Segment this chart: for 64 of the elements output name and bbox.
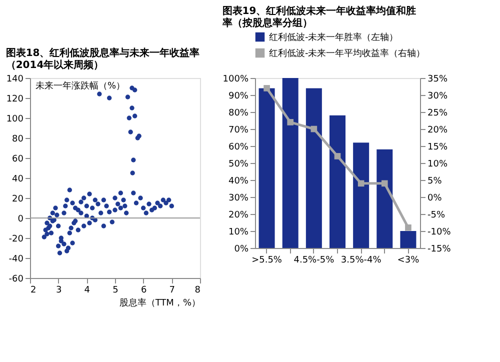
y-tick-label: 30%: [228, 194, 249, 204]
y2-tick-label: 30%: [428, 92, 448, 102]
y-tick-label: 60%: [228, 142, 249, 152]
x-axis-title: 股息率（TTM，%）: [119, 298, 200, 308]
bar: [282, 78, 298, 248]
chart-title: 图表19、红利低波未来一年收益率均值和胜率（按股息率分组）: [221, 5, 416, 29]
x-tick-label: 4.5%-5%: [294, 256, 335, 266]
y2-tick-label: 15%: [428, 142, 448, 152]
point: [358, 180, 364, 187]
y-tick-label: 0: [18, 214, 24, 224]
y2-tick-label: 5%: [428, 176, 442, 186]
x-tick-label: 4: [84, 286, 90, 296]
y2-tick-label: 20%: [428, 126, 448, 136]
y-tick-label: 100%: [222, 74, 249, 84]
y2-tick-label: 10%: [428, 160, 448, 170]
chart-title: 图表18、红利低波股息率与未来一年收益率（2014年以来周频）: [6, 47, 200, 71]
x-tick-label: 3.5%-4%: [340, 256, 382, 266]
y2-tick-label: 25%: [428, 108, 448, 118]
y-axis-title: 未来一年涨跌幅（%）: [36, 80, 126, 92]
point: [264, 85, 270, 92]
point: [405, 224, 412, 231]
bar: [330, 115, 346, 248]
y-tick-label: -60: [8, 274, 24, 284]
y2-tick-label: 0%: [428, 194, 442, 204]
bar: [400, 231, 416, 248]
y-tick-label: 100: [6, 114, 24, 124]
y-tick-label: 50%: [228, 160, 249, 170]
y-tick-label: 140: [6, 74, 24, 84]
y-tick-label: 70%: [228, 126, 249, 136]
point: [287, 119, 294, 126]
bar: [353, 142, 370, 248]
point: [310, 126, 318, 132]
y-tick-label: 60: [12, 154, 24, 164]
y2-tick-label: -15%: [428, 244, 452, 254]
x-tick-label: 7: [169, 286, 176, 296]
y-tick-label: -20: [8, 234, 24, 244]
legend-label: 红利低波-未来一年平均收益率（右轴）: [269, 48, 426, 59]
legend-label: 红利低波-未来一年胜率（左轴）: [269, 32, 398, 43]
bar: [376, 149, 393, 248]
x-tick-label: 6: [140, 286, 147, 296]
y2-tick-label: -10%: [428, 228, 452, 238]
y2-tick-label: -5%: [428, 210, 446, 220]
y-tick-label: 40: [12, 174, 24, 184]
x-tick-label: 5: [112, 286, 118, 296]
x-tick-label: 2: [30, 286, 36, 296]
bar: [306, 88, 322, 248]
y-tick-label: 10%: [228, 228, 249, 238]
y-tick-label: 80%: [228, 108, 249, 118]
bar: [258, 88, 275, 248]
point: [334, 153, 341, 160]
x-tick-label: >5.5%: [252, 256, 282, 266]
y2-tick-label: 35%: [428, 74, 448, 84]
y-tick-label: 20: [12, 194, 24, 204]
y-tick-label: 90%: [228, 92, 249, 102]
y-tick-label: 120: [6, 94, 24, 104]
y-tick-label: 40%: [228, 176, 249, 186]
x-tick-label: 8: [194, 286, 201, 296]
y-tick-label: 80: [12, 134, 24, 144]
point: [381, 180, 388, 187]
x-tick-label: 3: [56, 286, 62, 296]
y-tick-label: 0%: [234, 244, 249, 254]
y-tick-label: -40: [8, 254, 24, 264]
y-tick-label: 20%: [228, 210, 249, 220]
x-tick-label: <3%: [397, 256, 420, 266]
